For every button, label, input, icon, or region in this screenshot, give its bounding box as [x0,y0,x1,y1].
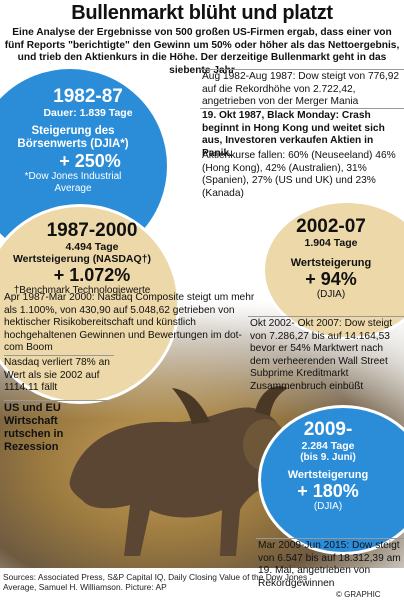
text-black-monday: 19. Okt 1987, Black Monday: Crash beginn… [202,110,385,159]
footnote: (DJIA) [316,289,346,300]
text-recession: US und EU Wirtschaft rutschen in Rezessi… [4,402,64,453]
period-label: 2002-07 [296,216,366,237]
footnote: (DJIA) [313,501,343,512]
duration-label: 4.494 Tage [65,241,119,253]
percent-change: + 94% [305,269,357,289]
divider [200,69,404,70]
intro-text: Eine Analyse der Ergebnisse von 500 groß… [4,27,400,76]
duration-note: (bis 9. Juni) [300,452,356,463]
divider [248,316,404,317]
period-circle-1987-2000: 1987-2000 4.494 Tage Wertsteigerung (NAS… [0,204,180,404]
text-1987-2000: Apr 1987-Mar 2000: Nasdaq Composite stei… [4,292,255,353]
text-1982-1987: Aug 1982-Aug 1987: Dow steigt von 776,92… [202,71,400,107]
text-nasdaq-loss: Nasdaq verliert 78% an Wert als sie 2002… [4,357,110,393]
footnote: *Dow Jones Industrial Average [24,171,122,194]
divider [4,400,114,401]
metric-label: Steigerung des Börsenwerts (DJIA*) [17,125,129,150]
metric-label: Wertsteigerung [287,469,369,481]
period-label: 1987-2000 [46,220,138,241]
sources-text: Sources: Associated Press, S&P Capital I… [3,572,308,592]
percent-change: + 250% [59,151,121,171]
period-label: 1982-87 [53,86,123,107]
percent-change: + 1.072% [53,265,131,285]
text-2002-2007: Okt 2002- Okt 2007: Dow steigt von 7.286… [250,318,393,392]
duration-label: 1.904 Tage [304,237,358,249]
credit-text: © GRAPHIC NEWS [336,590,381,600]
period-label: 2009- [303,419,353,440]
metric-label: Wertsteigerung [290,257,372,269]
text-2009-2015: Mar 2009-Jun 2015: Dow steigt von 6.547 … [258,540,401,589]
divider [4,355,114,356]
metric-label: Wertsteigerung (NASDAQ†) [12,253,152,265]
divider [256,538,404,539]
text-index-falls: Aktienkurse fallen: 60% (Neuseeland) 46%… [202,150,396,199]
divider [200,108,404,109]
duration-label: 2.284 Tage [301,440,355,452]
percent-change: + 180% [297,481,359,501]
duration-label: Dauer: 1.839 Tage [43,107,133,119]
footnote: †Benchmark Technologiewerte [13,285,151,296]
period-circle-2009: 2009- 2.284 Tage (bis 9. Juni) Wertsteig… [258,405,404,555]
page-title: Bullenmarkt blüht und platzt [71,2,333,24]
